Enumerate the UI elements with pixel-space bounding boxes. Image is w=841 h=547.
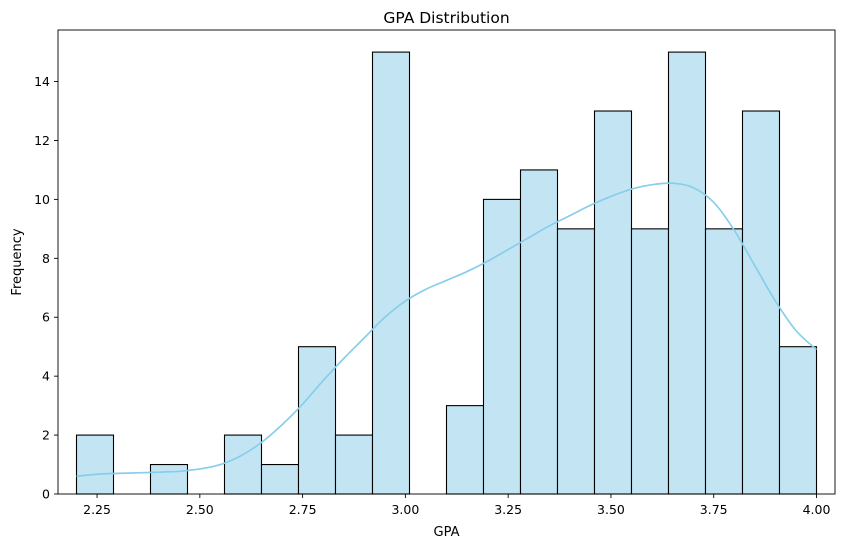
y-tick-label-7: 14 — [34, 74, 50, 89]
histogram-bar-17 — [704, 228, 744, 495]
y-tick-label-4: 8 — [42, 251, 50, 266]
y-tick-label-6: 12 — [34, 133, 50, 148]
x-tick-label-6: 3.75 — [700, 502, 728, 517]
histogram-bars — [75, 51, 818, 495]
y-axis-label: Frequency — [10, 228, 25, 295]
x-axis-label: GPA — [434, 525, 460, 540]
x-tick-label-1: 2.50 — [186, 502, 214, 517]
chart-title: GPA Distribution — [383, 9, 509, 27]
histogram-bar-15 — [630, 228, 670, 495]
x-tick-label-3: 3.00 — [391, 502, 419, 517]
x-tick-label-4: 3.25 — [494, 502, 522, 517]
y-tick-label-1: 2 — [42, 428, 50, 443]
x-tick-label-0: 2.25 — [83, 502, 111, 517]
plot-area-frame — [57, 29, 836, 495]
histogram-bar-7 — [334, 434, 374, 495]
histogram-bar-8 — [371, 51, 411, 495]
x-tick-label-7: 4.00 — [803, 502, 831, 517]
y-axis: 0 2 4 6 8 10 12 14 — [34, 74, 58, 502]
histogram-bar-13 — [556, 228, 596, 495]
histogram-bar-5 — [260, 463, 300, 495]
histogram-bar-11 — [482, 198, 522, 495]
y-tick-label-0: 0 — [42, 487, 50, 502]
histogram-bar-2 — [149, 463, 189, 495]
histogram-bar-16 — [667, 51, 707, 495]
y-tick-label-2: 4 — [42, 369, 50, 384]
histogram-bar-0 — [75, 434, 115, 495]
y-tick-label-3: 6 — [42, 310, 50, 325]
kde-curve — [76, 182, 818, 478]
histogram-bar-6 — [297, 346, 337, 495]
x-tick-label-2: 2.75 — [289, 502, 317, 517]
x-tick-label-5: 3.50 — [597, 502, 625, 517]
x-axis: 2.25 2.50 2.75 3.00 3.25 3.50 3.75 4.00 — [83, 494, 830, 517]
histogram-bar-12 — [519, 169, 559, 495]
histogram-bar-4 — [223, 434, 263, 495]
histogram-bar-19 — [778, 346, 818, 495]
histogram-bar-18 — [741, 110, 781, 495]
histogram-bar-14 — [593, 110, 633, 495]
y-tick-label-5: 10 — [34, 192, 50, 207]
histogram-bar-10 — [445, 405, 485, 495]
